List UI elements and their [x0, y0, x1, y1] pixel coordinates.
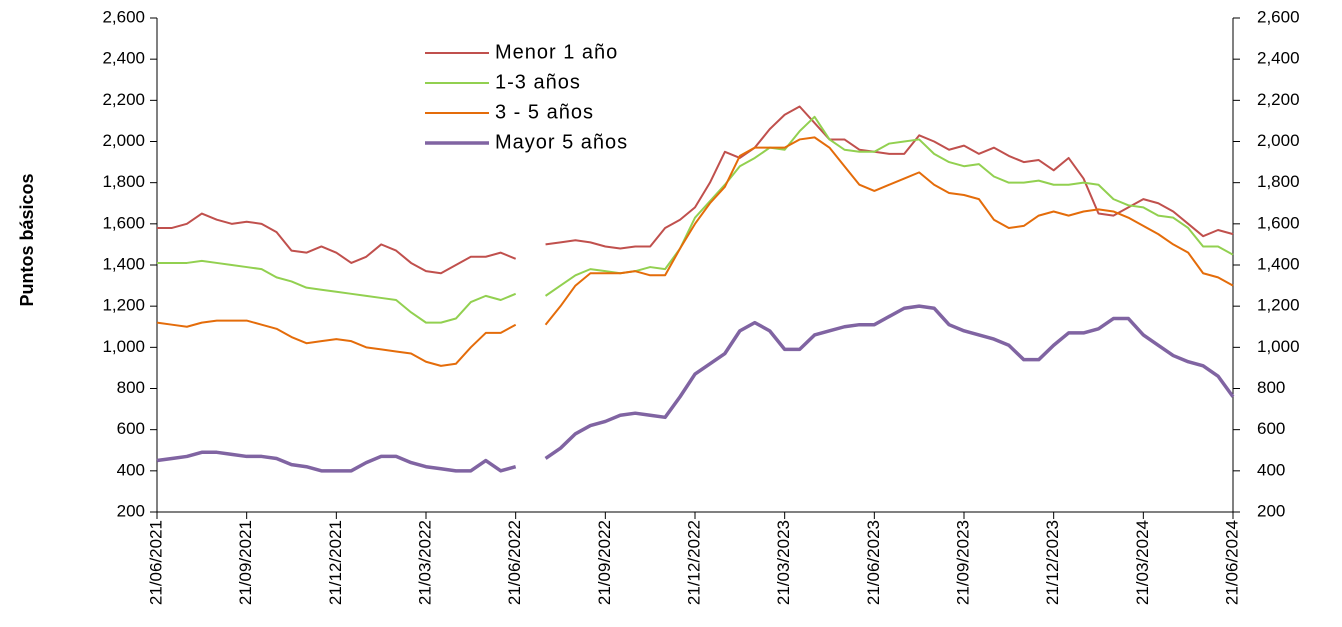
series-line — [156, 450, 517, 473]
x-tick-label: 21/06/2021 — [146, 520, 165, 605]
y-tick-label: 1,000 — [102, 337, 145, 356]
series-line — [544, 304, 1235, 460]
x-tick-label: 21/09/2022 — [595, 520, 614, 605]
x-tick-label: 21/09/2023 — [953, 520, 972, 605]
y2-tick-label: 200 — [1257, 501, 1285, 520]
y2-tick-label: 2,200 — [1257, 90, 1300, 109]
y-tick-label: 1,200 — [102, 296, 145, 315]
y2-tick-label: 2,000 — [1257, 131, 1300, 150]
y2-tick-label: 600 — [1257, 419, 1285, 438]
y-tick-label: 2,200 — [102, 90, 145, 109]
y-tick-label: 800 — [117, 378, 145, 397]
y-tick-label: 1,600 — [102, 213, 145, 232]
x-tick-label: 21/03/2023 — [774, 520, 793, 605]
y2-tick-label: 2,400 — [1257, 49, 1300, 68]
series-line — [157, 259, 517, 324]
series-line — [156, 319, 517, 367]
series-line — [157, 212, 517, 275]
y-tick-label: 2,400 — [102, 49, 145, 68]
y2-tick-label: 1,400 — [1257, 254, 1300, 273]
legend-label: Menor 1 año — [495, 41, 618, 63]
series-line — [545, 105, 1234, 250]
x-tick-label: 21/03/2024 — [1133, 520, 1152, 605]
y-tick-label: 1,800 — [102, 172, 145, 191]
y-tick-label: 2,600 — [102, 7, 145, 26]
y-tick-label: 400 — [117, 460, 145, 479]
x-tick-label: 21/12/2023 — [1043, 520, 1062, 605]
y-axis-label: Puntos básicos — [17, 173, 37, 306]
y2-tick-label: 2,600 — [1257, 7, 1300, 26]
x-tick-label: 21/06/2024 — [1222, 520, 1241, 605]
y-tick-label: 2,000 — [102, 131, 145, 150]
y-tick-label: 1,400 — [102, 254, 145, 273]
y-tick-label: 200 — [117, 501, 145, 520]
series-line — [544, 136, 1234, 326]
y2-tick-label: 1,600 — [1257, 213, 1300, 232]
x-tick-label: 21/12/2022 — [684, 520, 703, 605]
legend-label: Mayor 5 años — [495, 131, 628, 153]
x-tick-label: 21/03/2022 — [415, 520, 434, 605]
legend-label: 1-3 años — [495, 71, 581, 93]
y2-tick-label: 1,800 — [1257, 172, 1300, 191]
y2-tick-label: 800 — [1257, 378, 1285, 397]
y2-tick-label: 1,200 — [1257, 296, 1300, 315]
x-tick-label: 21/12/2021 — [326, 520, 345, 605]
series-line — [544, 115, 1234, 297]
y2-tick-label: 1,000 — [1257, 337, 1300, 356]
x-tick-label: 21/06/2023 — [864, 520, 883, 605]
legend-label: 3 - 5 años — [495, 101, 594, 123]
x-tick-label: 21/06/2022 — [505, 520, 524, 605]
y2-tick-label: 400 — [1257, 460, 1285, 479]
y-tick-label: 600 — [117, 419, 145, 438]
x-tick-label: 21/09/2021 — [236, 520, 255, 605]
